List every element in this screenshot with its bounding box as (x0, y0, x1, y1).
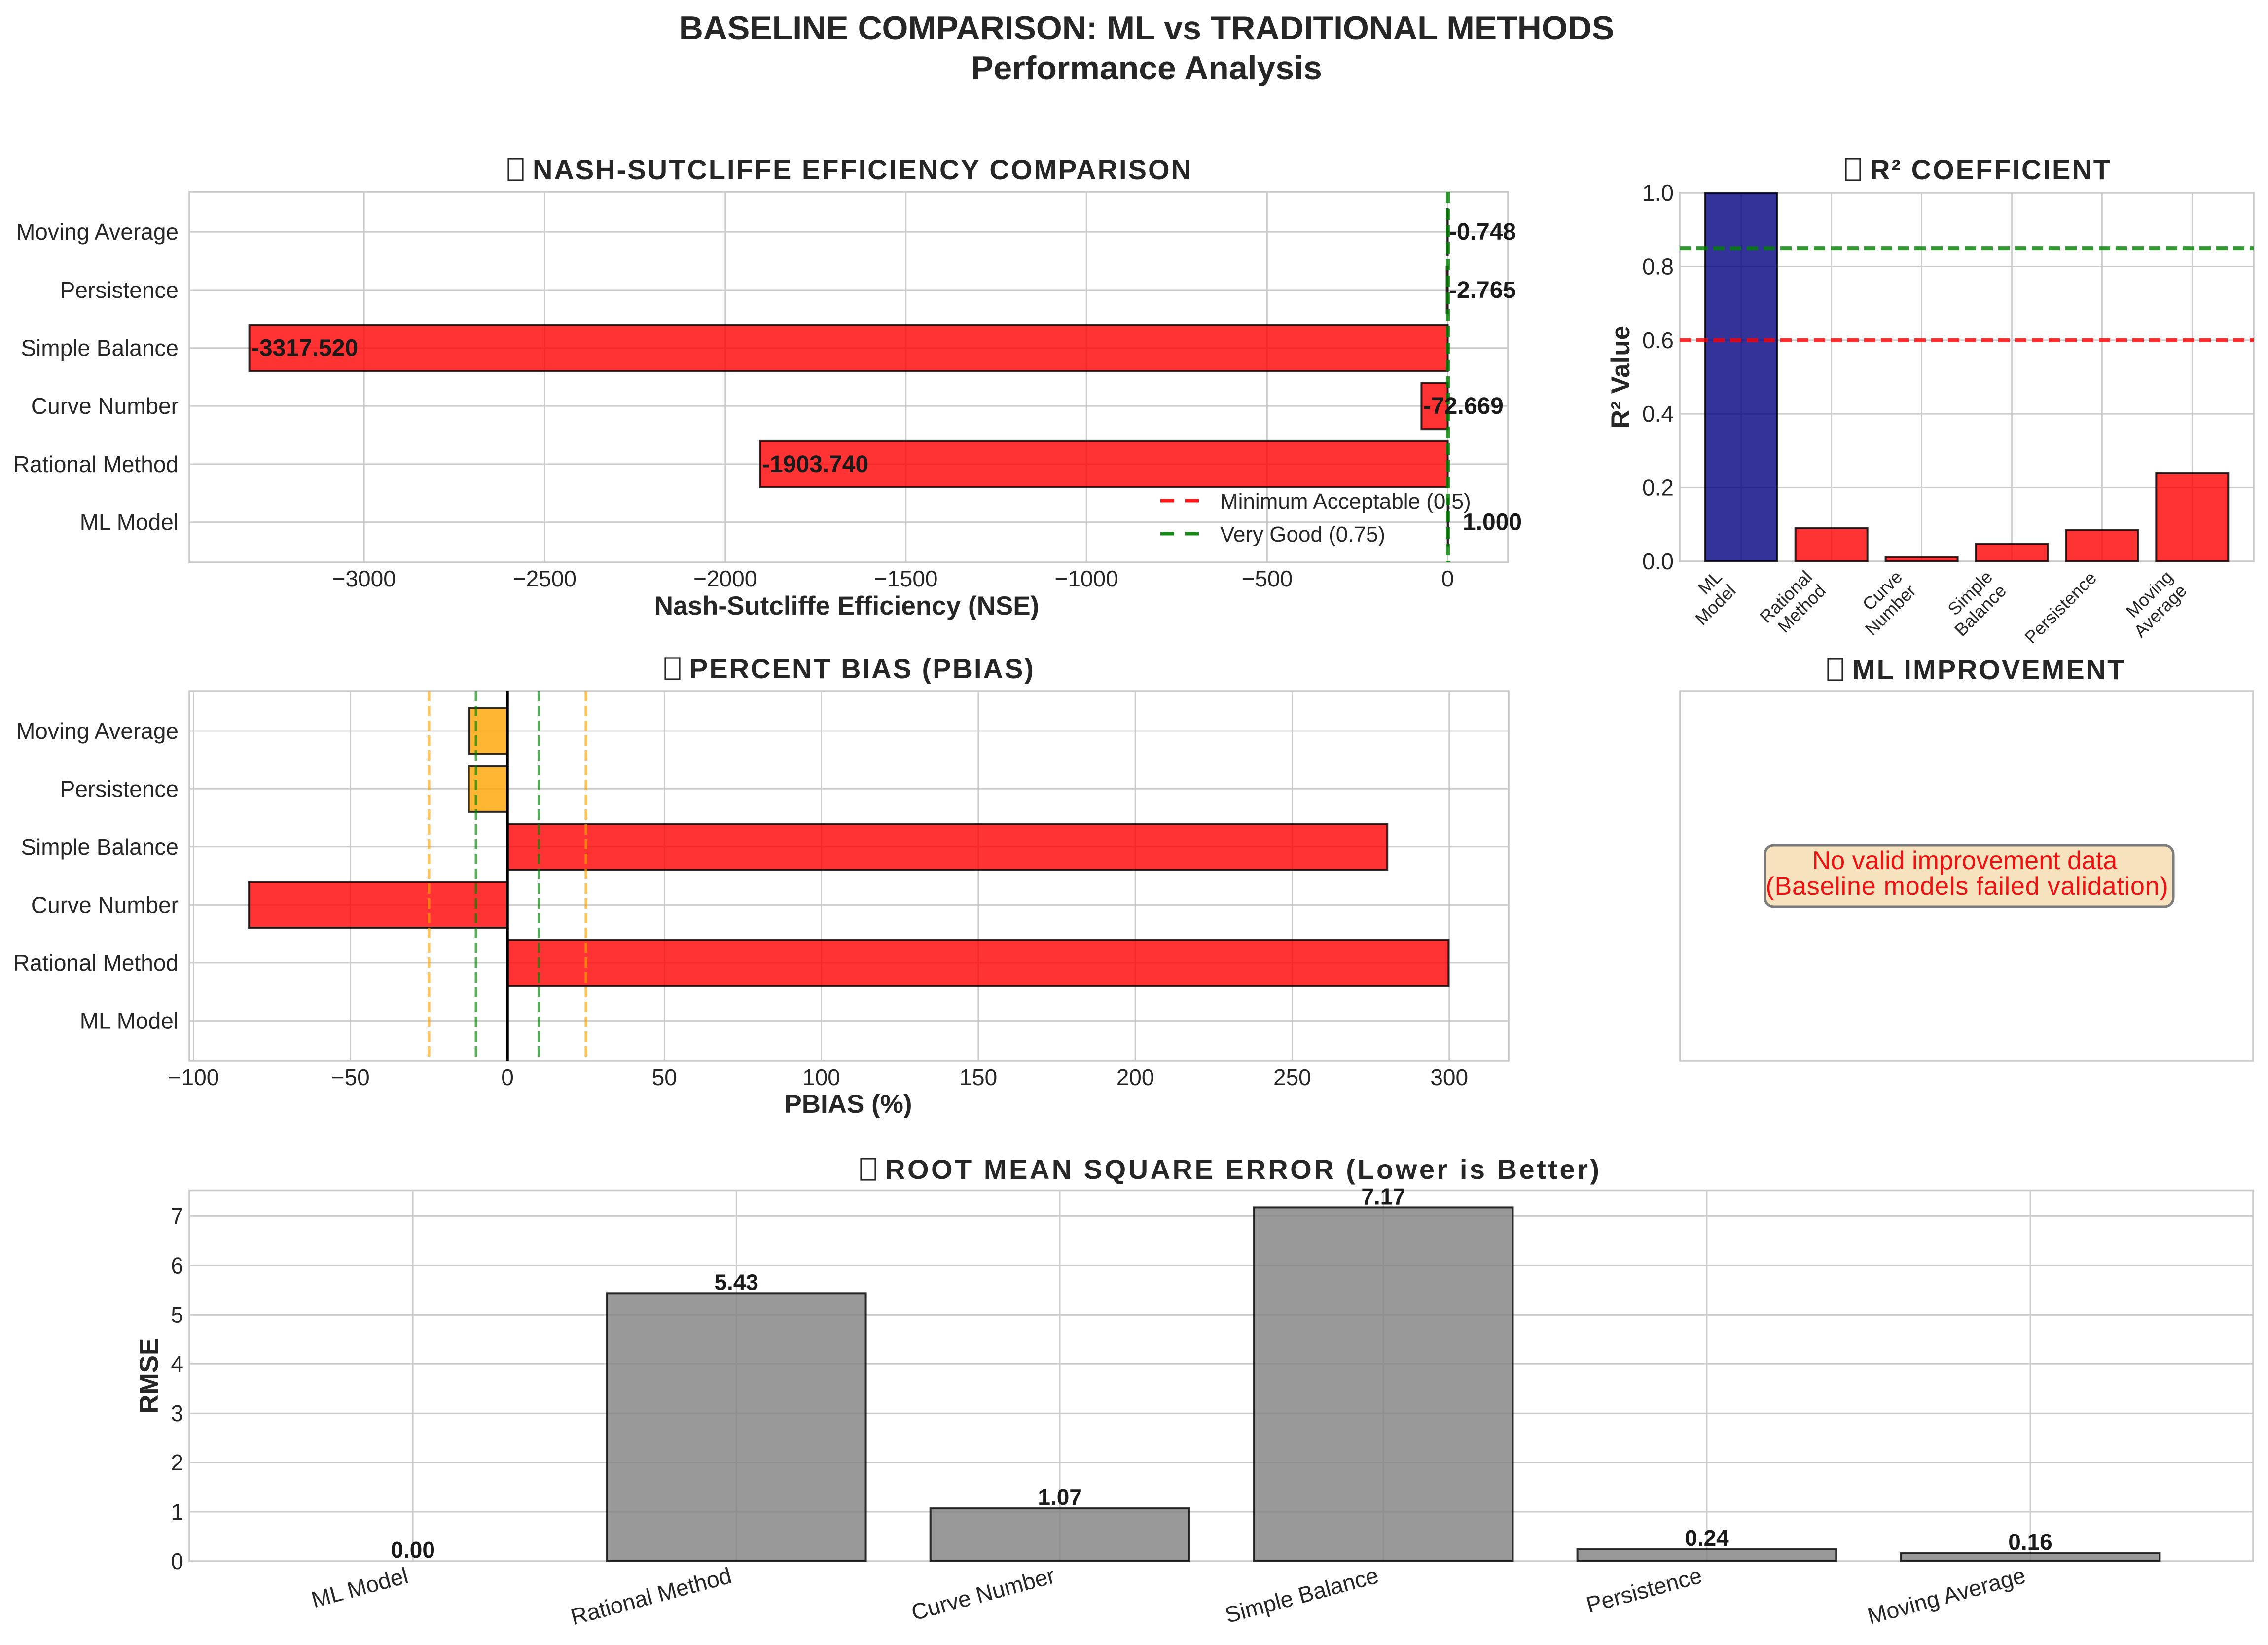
svg-text:1.0: 1.0 (1642, 180, 1674, 206)
svg-text:ML Model: ML Model (80, 510, 179, 535)
svg-text:−500: −500 (1242, 566, 1293, 591)
svg-text:R² COEFFICIENT: R² COEFFICIENT (1870, 154, 2112, 185)
svg-text:0: 0 (171, 1548, 183, 1574)
svg-text:150: 150 (959, 1064, 997, 1090)
svg-text:Curve Number: Curve Number (31, 393, 179, 419)
svg-text:Simple Balance: Simple Balance (21, 834, 179, 860)
svg-text:BASELINE COMPARISON: ML vs TRA: BASELINE COMPARISON: ML vs TRADITIONAL M… (679, 9, 1615, 47)
svg-text:0.6: 0.6 (1642, 328, 1674, 353)
svg-text:Simple Balance: Simple Balance (21, 335, 179, 361)
svg-text:NASH-SUTCLIFFE EFFICIENCY COMP: NASH-SUTCLIFFE EFFICIENCY COMPARISON (533, 154, 1192, 185)
svg-text:−1500: −1500 (874, 566, 937, 591)
svg-text:Persistence: Persistence (60, 776, 179, 802)
svg-text:Performance Analysis: Performance Analysis (971, 49, 1322, 87)
svg-text:300: 300 (1430, 1064, 1468, 1090)
svg-text:Minimum Acceptable (0.5): Minimum Acceptable (0.5) (1220, 489, 1471, 513)
svg-text:−2000: −2000 (693, 566, 757, 591)
svg-text:5: 5 (171, 1302, 183, 1327)
svg-text:0: 0 (501, 1064, 514, 1090)
svg-text:Moving Average: Moving Average (16, 718, 179, 744)
svg-text:1.000: 1.000 (1463, 510, 1522, 536)
svg-text:Moving Average: Moving Average (16, 219, 179, 245)
svg-text:Nash-Sutcliffe Efficiency (NSE: Nash-Sutcliffe Efficiency (NSE) (654, 591, 1039, 621)
svg-text:-0.748: -0.748 (1449, 219, 1516, 245)
svg-text:Curve Number: Curve Number (31, 892, 179, 918)
svg-text:Rational Method: Rational Method (13, 451, 179, 477)
svg-text:−2500: −2500 (513, 566, 576, 591)
svg-text:7: 7 (171, 1203, 183, 1229)
svg-text:250: 250 (1273, 1064, 1311, 1090)
svg-text:200: 200 (1116, 1064, 1154, 1090)
svg-text:Persistence: Persistence (60, 277, 179, 303)
svg-text:1.07: 1.07 (1038, 1484, 1082, 1510)
svg-text:0: 0 (1441, 566, 1454, 591)
svg-text:No valid improvement data: No valid improvement data (1812, 846, 2118, 875)
svg-text:4: 4 (171, 1351, 183, 1377)
svg-text:0.00: 0.00 (391, 1537, 435, 1563)
svg-text:(Baseline models failed valida: (Baseline models failed validation) (1765, 872, 2168, 901)
svg-text:ML Model: ML Model (80, 1008, 179, 1034)
svg-text:−1000: −1000 (1054, 566, 1118, 591)
svg-text:−50: −50 (331, 1064, 370, 1090)
svg-text:ML IMPROVEMENT: ML IMPROVEMENT (1852, 654, 2125, 685)
svg-text:100: 100 (802, 1064, 840, 1090)
svg-text:ROOT MEAN SQUARE ERROR (Lower: ROOT MEAN SQUARE ERROR (Lower is Better) (885, 1154, 1602, 1185)
svg-text:50: 50 (652, 1064, 677, 1090)
svg-text:2: 2 (171, 1450, 183, 1475)
svg-text:-3317.520: -3317.520 (252, 335, 358, 362)
svg-text:7.17: 7.17 (1361, 1183, 1405, 1209)
svg-text:5.43: 5.43 (714, 1269, 758, 1295)
svg-text:0.4: 0.4 (1642, 401, 1674, 427)
svg-text:PBIAS (%): PBIAS (%) (784, 1090, 912, 1119)
svg-text:−3000: −3000 (332, 566, 396, 591)
svg-text:0.0: 0.0 (1642, 548, 1674, 574)
svg-text:Very Good (0.75): Very Good (0.75) (1220, 522, 1385, 547)
svg-text:1: 1 (171, 1499, 183, 1525)
svg-text:Rational Method: Rational Method (13, 950, 179, 976)
svg-text:-1903.740: -1903.740 (762, 451, 868, 477)
svg-text:R² Value: R² Value (1606, 326, 1635, 429)
svg-text:0.8: 0.8 (1642, 254, 1674, 279)
svg-text:0.2: 0.2 (1642, 475, 1674, 501)
svg-text:PERCENT BIAS (PBIAS): PERCENT BIAS (PBIAS) (689, 653, 1035, 684)
svg-text:−100: −100 (168, 1064, 219, 1090)
svg-text:RMSE: RMSE (135, 1338, 164, 1414)
svg-text:-2.765: -2.765 (1449, 277, 1516, 303)
svg-text:0.16: 0.16 (2008, 1529, 2052, 1555)
svg-text:6: 6 (171, 1252, 183, 1278)
svg-text:0.24: 0.24 (1685, 1525, 1729, 1551)
svg-text:-72.669: -72.669 (1423, 393, 1504, 419)
svg-text:3: 3 (171, 1400, 183, 1426)
